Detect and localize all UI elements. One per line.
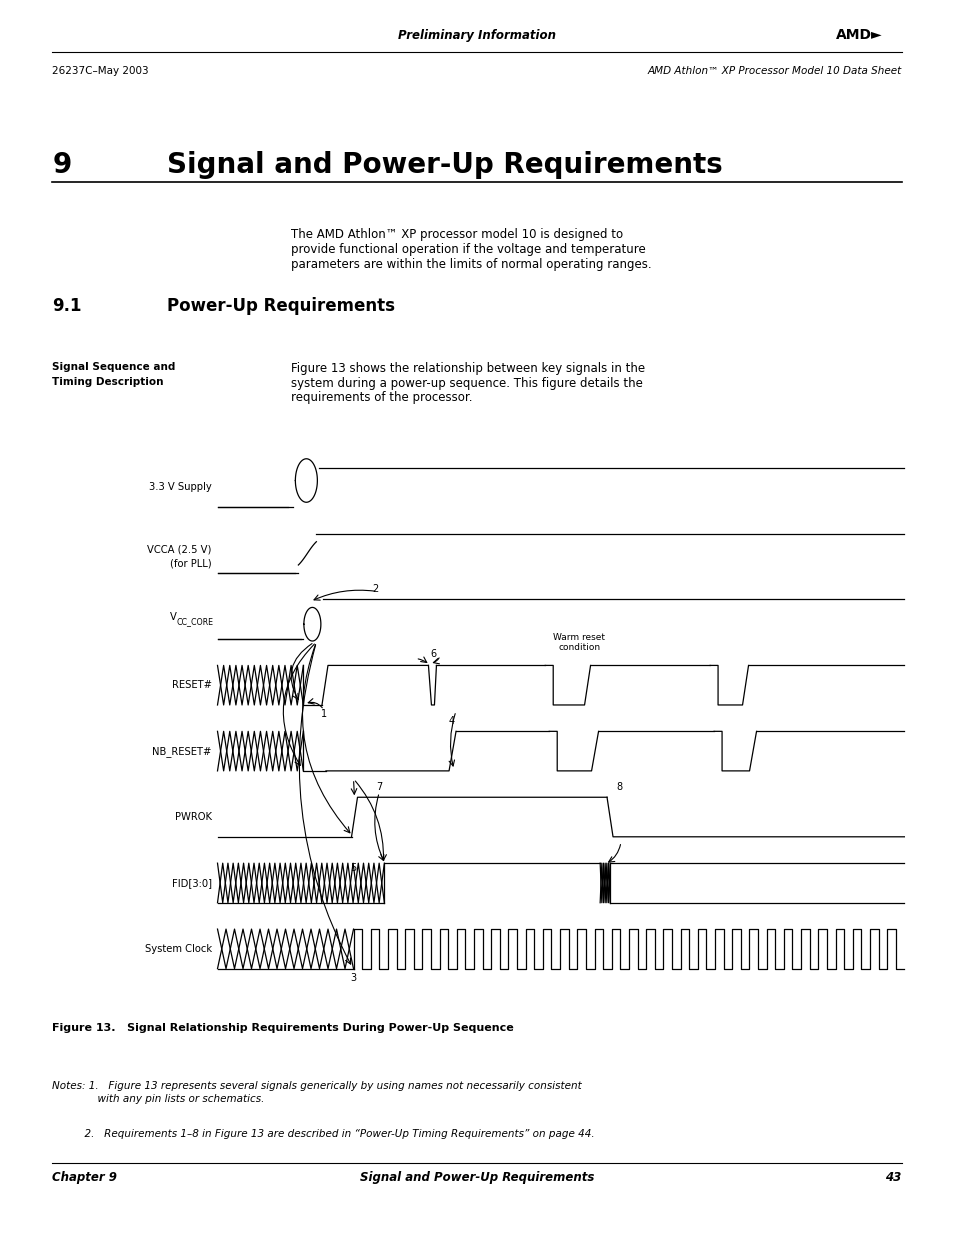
Text: The AMD Athlon™ XP processor model 10 is designed to: The AMD Athlon™ XP processor model 10 is… [291,228,622,242]
Text: 2.   Requirements 1–8 in Figure 13 are described in “Power-Up Timing Requirement: 2. Requirements 1–8 in Figure 13 are des… [52,1129,595,1139]
Text: CC_CORE: CC_CORE [176,616,213,626]
Text: with any pin lists or schematics.: with any pin lists or schematics. [52,1094,265,1104]
Text: parameters are within the limits of normal operating ranges.: parameters are within the limits of norm… [291,258,651,270]
Text: Preliminary Information: Preliminary Information [397,28,556,42]
Text: AMD Athlon™ XP Processor Model 10 Data Sheet: AMD Athlon™ XP Processor Model 10 Data S… [646,65,901,75]
Text: requirements of the processor.: requirements of the processor. [291,391,472,404]
Text: Warm reset
condition: Warm reset condition [553,634,604,652]
Text: AMD►: AMD► [835,28,882,42]
Text: V: V [170,613,176,622]
Text: 7: 7 [375,782,382,793]
Text: Signal and Power-Up Requirements: Signal and Power-Up Requirements [167,151,722,179]
Text: 9.1: 9.1 [52,296,82,315]
Text: (for PLL): (for PLL) [170,558,212,568]
Text: System Clock: System Clock [145,944,212,953]
Text: 3: 3 [350,973,356,983]
Text: Chapter 9: Chapter 9 [52,1171,117,1184]
Text: VCCA (2.5 V): VCCA (2.5 V) [148,545,212,555]
Text: 6: 6 [430,650,436,659]
Text: Power-Up Requirements: Power-Up Requirements [167,296,395,315]
Text: system during a power-up sequence. This figure details the: system during a power-up sequence. This … [291,377,642,390]
Text: 8: 8 [616,782,621,793]
Text: 2: 2 [372,584,378,594]
Text: 4: 4 [449,716,455,726]
Text: 3.3 V Supply: 3.3 V Supply [149,483,212,493]
Text: Figure 13.   Signal Relationship Requirements During Power-Up Sequence: Figure 13. Signal Relationship Requireme… [52,1023,514,1032]
Text: Figure 13 shows the relationship between key signals in the: Figure 13 shows the relationship between… [291,362,644,375]
Text: Timing Description: Timing Description [52,378,164,388]
Text: PWROK: PWROK [174,813,212,823]
Text: 5: 5 [350,863,356,873]
Text: Signal and Power-Up Requirements: Signal and Power-Up Requirements [359,1171,594,1184]
Text: RESET#: RESET# [172,680,212,690]
Text: FID[3:0]: FID[3:0] [172,878,212,888]
Text: Notes: 1.   Figure 13 represents several signals generically by using names not : Notes: 1. Figure 13 represents several s… [52,1081,581,1091]
Text: 1: 1 [320,709,327,719]
Text: Signal Sequence and: Signal Sequence and [52,362,175,372]
Text: provide functional operation if the voltage and temperature: provide functional operation if the volt… [291,243,645,257]
Text: 26237C–May 2003: 26237C–May 2003 [52,65,149,75]
Text: 9: 9 [52,151,71,179]
Text: 43: 43 [884,1171,901,1184]
Text: NB_RESET#: NB_RESET# [152,746,212,757]
